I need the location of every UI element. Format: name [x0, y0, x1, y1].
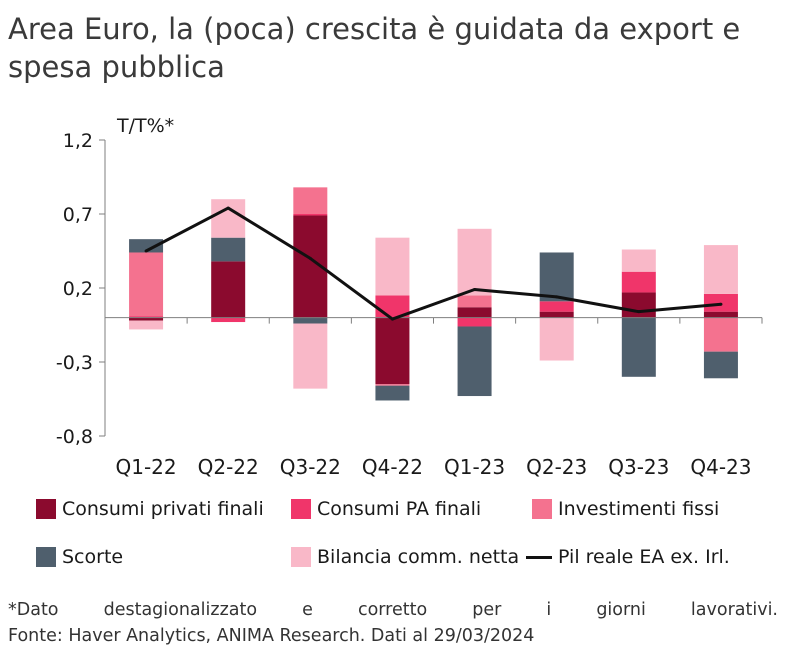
bar-q1-22-series-0: [129, 317, 164, 321]
bar-q2-22-series-1: [211, 317, 246, 323]
bar-q4-23-series-4: [703, 245, 738, 294]
bar-q1-23-series-1: [457, 317, 492, 327]
bar-q4-22-series-4: [375, 237, 410, 296]
x-tick-label: Q2-23: [526, 455, 587, 479]
chart-title-line-2: spesa pubblica: [8, 50, 225, 84]
bar-q2-22-series-4: [211, 199, 246, 238]
bar-q2-23-series-1: [539, 301, 574, 312]
x-tick-label: Q3-22: [280, 455, 341, 479]
bar-q3-23-series-0: [621, 292, 656, 318]
x-tick-label: Q4-23: [690, 455, 751, 479]
legend-label-scorte: Scorte: [62, 546, 124, 568]
y-tick-label: 0,2: [63, 278, 93, 300]
pil-point: [719, 302, 723, 306]
bar-q4-23-series-2: [703, 317, 738, 352]
bar-q3-22-series-3: [293, 317, 328, 324]
bar-q3-22-series-1: [293, 214, 328, 216]
y-tick-label: -0,3: [56, 352, 93, 374]
legend-line-pil: [526, 555, 552, 559]
pil-point: [144, 249, 148, 253]
x-tick-label: Q1-22: [115, 455, 176, 479]
chart-legend: Consumi privati finali Consumi PA finali…: [36, 492, 796, 572]
legend-item-pil: Pil reale EA ex. Irl.: [526, 546, 730, 568]
x-tick-label: Q3-23: [608, 455, 669, 479]
footnote-line-2: Fonte: Haver Analytics, ANIMA Research. …: [8, 626, 535, 646]
bar-q1-23-series-4: [457, 228, 492, 296]
y-axis-label: T/T%*: [116, 115, 174, 137]
bar-q3-23-series-1: [621, 271, 656, 293]
legend-item-scorte: Scorte: [36, 546, 123, 568]
y-tick-label: -0,8: [56, 426, 93, 448]
bar-q2-22-series-3: [211, 237, 246, 262]
legend-label-consumi-pa: Consumi PA finali: [317, 498, 482, 520]
legend-label-investimenti: Investimenti fissi: [558, 498, 720, 520]
legend-item-investimenti: Investimenti fissi: [532, 498, 719, 520]
bar-q4-23-series-0: [703, 311, 738, 318]
pil-point: [555, 295, 559, 299]
y-tick-label: 1,2: [63, 130, 93, 152]
bar-q3-23-series-4: [621, 249, 656, 272]
pil-point: [308, 256, 312, 260]
legend-label-pil: Pil reale EA ex. Irl.: [558, 546, 730, 568]
bar-q3-23-series-3: [621, 317, 656, 377]
pil-point: [637, 310, 641, 314]
bar-q1-22-series-1: [129, 316, 164, 318]
x-tick-label: Q1-23: [444, 455, 505, 479]
legend-item-consumi-pa: Consumi PA finali: [291, 498, 481, 520]
bar-q2-23-series-3: [539, 252, 574, 302]
bar-q3-22-series-4: [293, 323, 328, 389]
legend-swatch-consumi-privati: [36, 499, 56, 519]
legend-swatch-consumi-pa: [291, 499, 311, 519]
legend-swatch-scorte: [36, 547, 56, 567]
chart-title: Area Euro, la (poca) crescita è guidata …: [8, 10, 798, 86]
pil-line: [145, 206, 722, 321]
bar-q2-23-series-4: [539, 317, 574, 361]
bar-q2-22-series-0: [211, 261, 246, 318]
pil-point: [226, 206, 230, 210]
x-tick-label: Q4-22: [362, 455, 423, 479]
legend-swatch-bilancia: [291, 547, 311, 567]
footnote: *Dato destagionalizzato e corretto per i…: [8, 597, 778, 649]
x-tick-label: Q2-22: [198, 455, 259, 479]
bar-q1-22-series-2: [129, 252, 164, 317]
bar-q4-22-series-0: [375, 317, 410, 385]
bar-q1-22-series-4: [129, 320, 164, 330]
bar-q1-23-series-3: [457, 326, 492, 397]
bar-q1-23-series-0: [457, 307, 492, 318]
bar-q4-23-series-3: [703, 351, 738, 379]
legend-item-bilancia: Bilancia comm. netta: [291, 546, 519, 568]
legend-swatch-investimenti: [532, 499, 552, 519]
bar-q1-22-series-3: [129, 239, 164, 253]
bar-q4-22-series-2: [375, 384, 410, 386]
bar-q4-22-series-3: [375, 385, 410, 401]
bar-q2-23-series-0: [539, 311, 574, 318]
footnote-line-1: *Dato destagionalizzato e corretto per i…: [8, 600, 778, 620]
y-tick-label: 0,7: [63, 204, 93, 226]
pil-point: [473, 287, 477, 291]
chart-title-line-1: Area Euro, la (poca) crescita è guidata …: [8, 12, 741, 46]
stacked-bar-chart: T/T%* 1,2 0,7 0,2 -0,3 -0,8 Q1-22 Q2-22 Q3-22 Q4-…: [56, 115, 763, 479]
legend-label-consumi-privati: Consumi privati finali: [62, 498, 264, 520]
bar-q3-22-series-2: [293, 187, 328, 214]
legend-item-consumi-privati: Consumi privati finali: [36, 498, 264, 520]
pil-point: [390, 317, 394, 321]
bar-q1-23-series-2: [457, 295, 492, 308]
legend-label-bilancia: Bilancia comm. netta: [317, 546, 520, 568]
